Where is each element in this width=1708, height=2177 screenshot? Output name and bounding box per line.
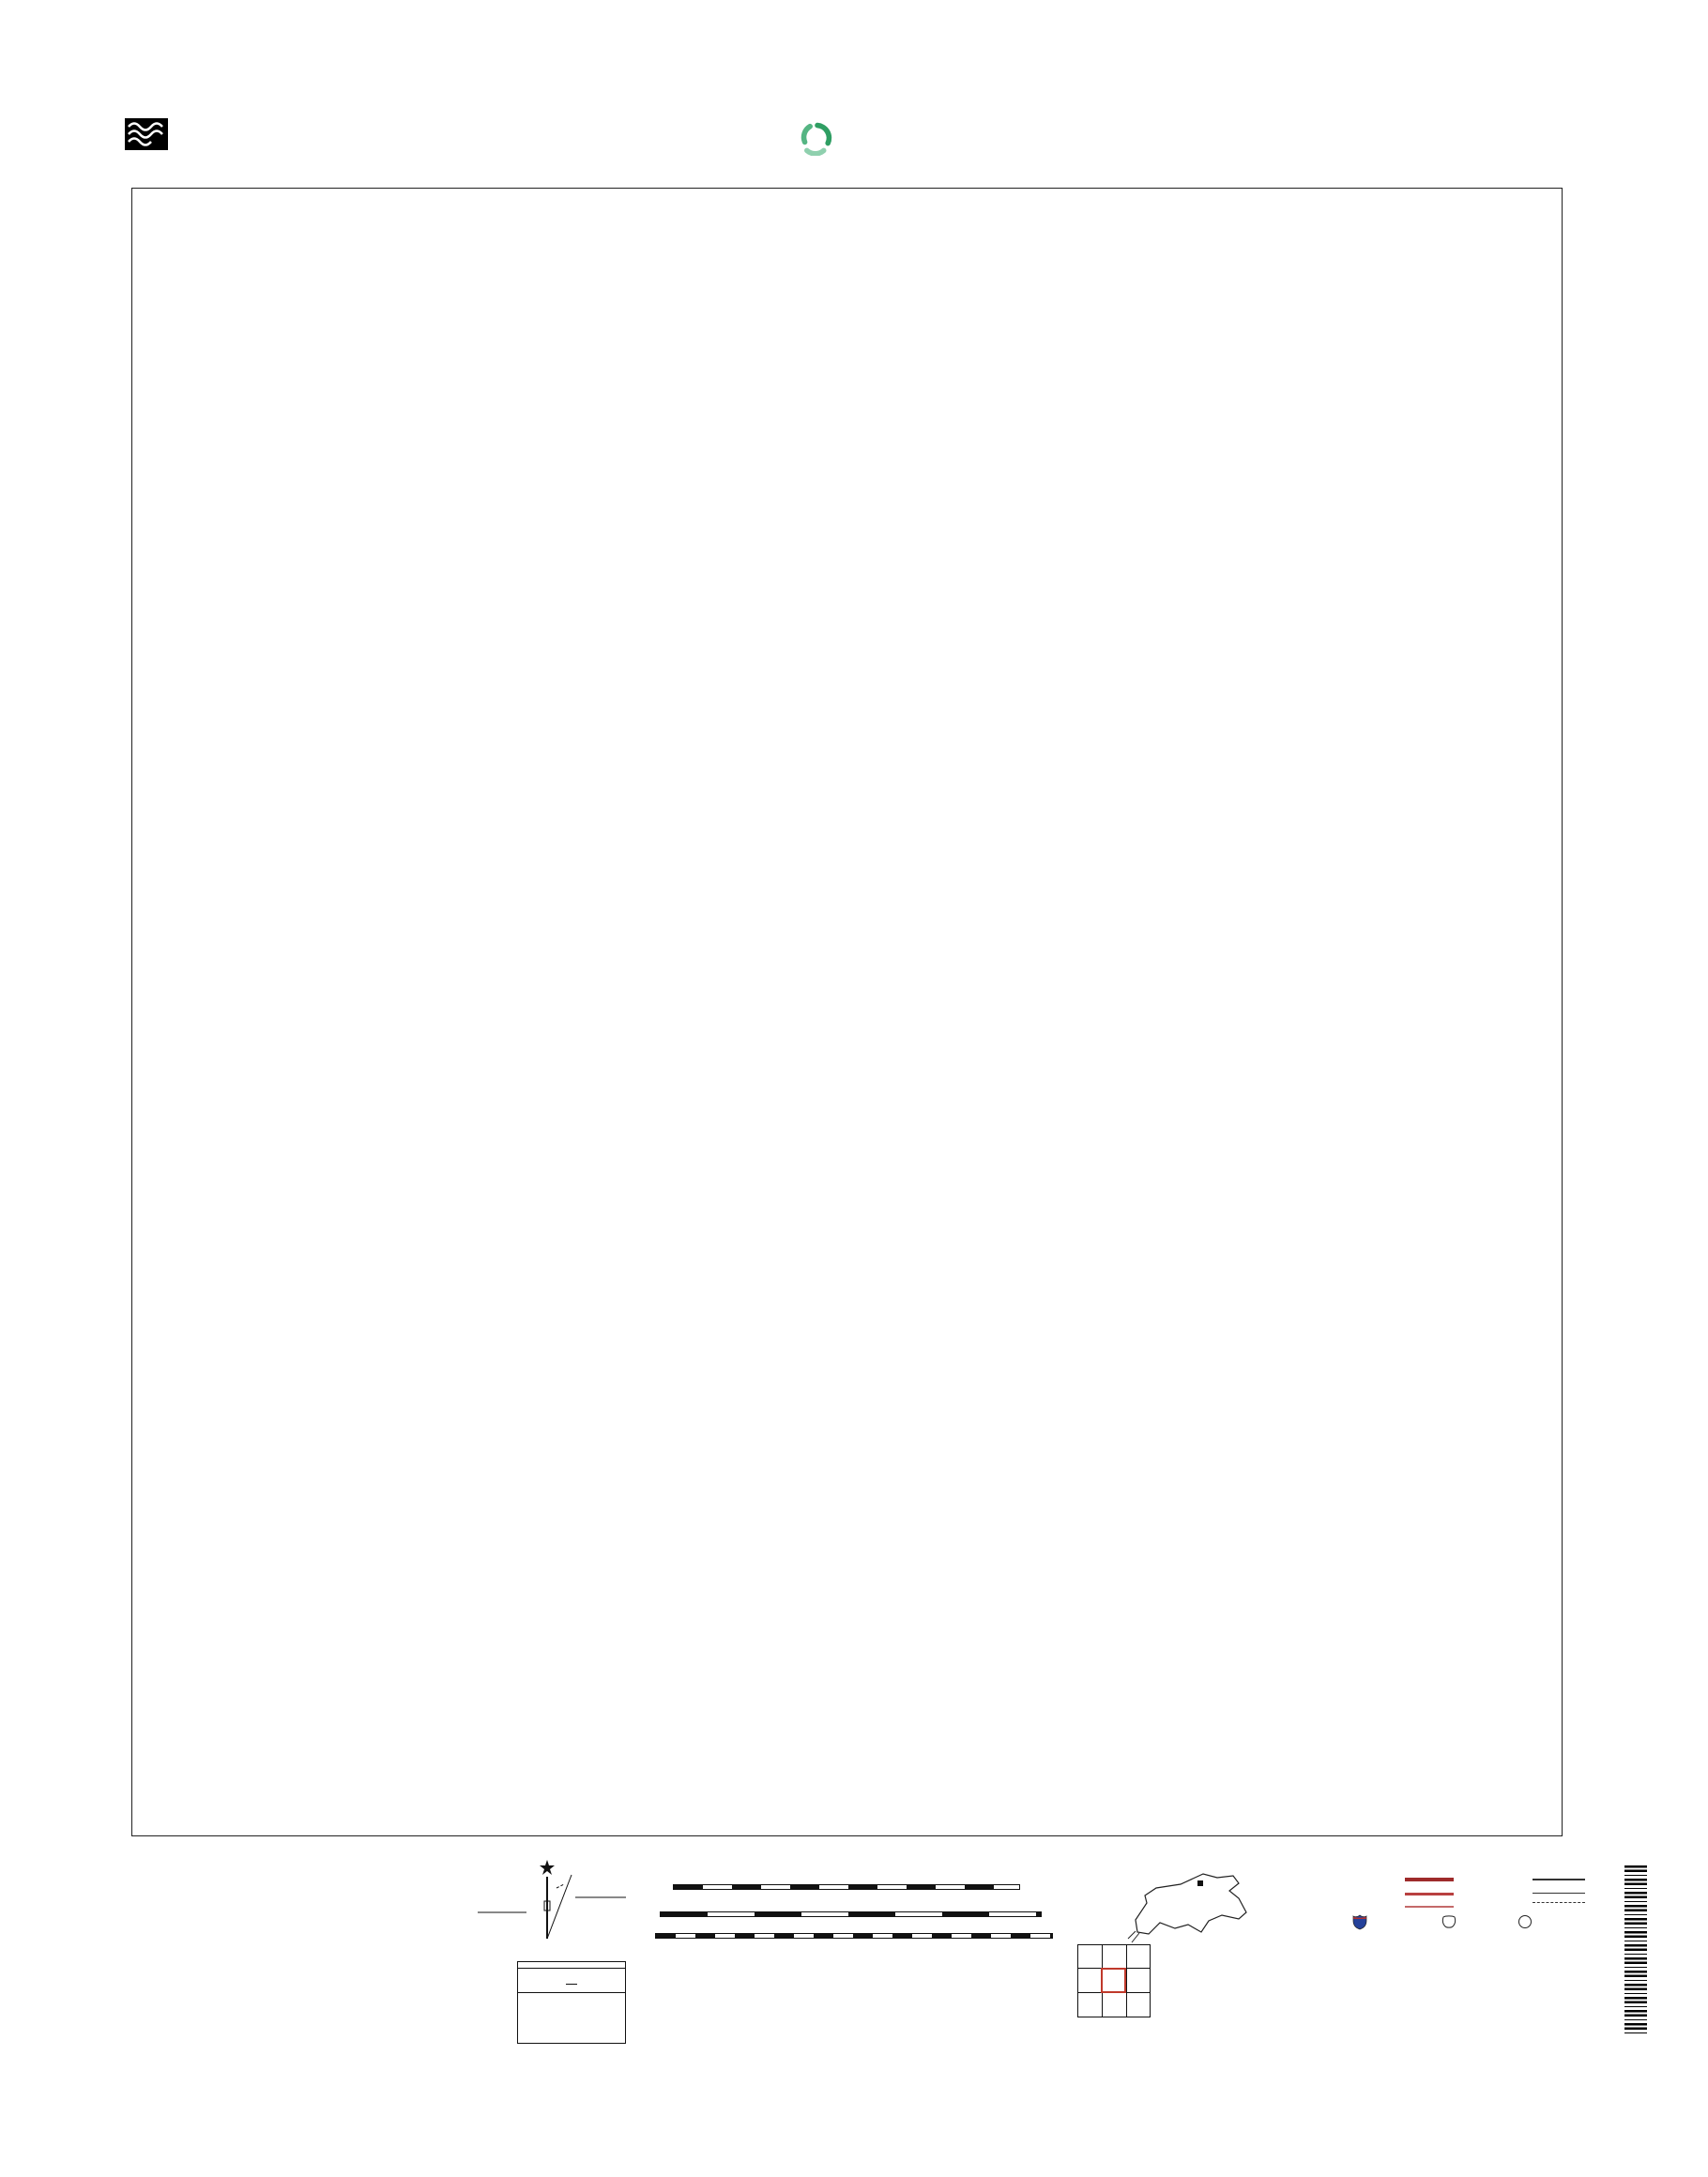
usgs-wave-icon [125, 118, 168, 155]
secondary-hwy-line [1405, 1893, 1454, 1895]
nga-ref-text [1655, 2035, 1663, 2043]
usng-id-top [566, 1984, 577, 1985]
adjoining-quads-grid [1077, 1944, 1151, 2017]
state-route-circle-icon [1517, 1914, 1533, 1934]
us-route-shield-icon [1441, 1914, 1456, 1934]
expressway-line [1405, 1878, 1454, 1881]
ustopo-logo [800, 120, 841, 160]
topographic-map [132, 189, 1562, 1835]
quad-title-block [1079, 118, 1586, 122]
ramp-line [1405, 1906, 1454, 1908]
quad-location-marker [1197, 1880, 1203, 1886]
true-north-star-icon [540, 1860, 555, 1875]
quadrangle-location [1126, 1865, 1258, 1953]
miles-scalebar [660, 1911, 1042, 1917]
local-road-line [1533, 1893, 1585, 1894]
declination-diagram [465, 1856, 633, 1947]
national-map-icon [800, 120, 835, 160]
kilometers-scalebar [673, 1884, 1020, 1890]
map-canvas[interactable] [131, 188, 1563, 1836]
usng-subtitle [518, 1969, 625, 1971]
usng-gzd-label [518, 1992, 625, 1995]
nsn-text [1643, 2035, 1652, 2043]
adjoining-quads-center-cell [1101, 1968, 1126, 1993]
interstate-shield-icon [1352, 1914, 1367, 1935]
usng-box [517, 1961, 626, 2044]
usng-square-id [518, 1975, 625, 1987]
feet-scalebar [655, 1933, 1053, 1939]
alaska-outline [1135, 1873, 1247, 1935]
barcode [1624, 1865, 1647, 2036]
road-4wd-line [1533, 1902, 1585, 1903]
usng-gzd-value [518, 1995, 625, 1996]
usgs-logo [125, 118, 313, 155]
usng-title [518, 1962, 625, 1969]
local-connector-line [1533, 1879, 1585, 1880]
